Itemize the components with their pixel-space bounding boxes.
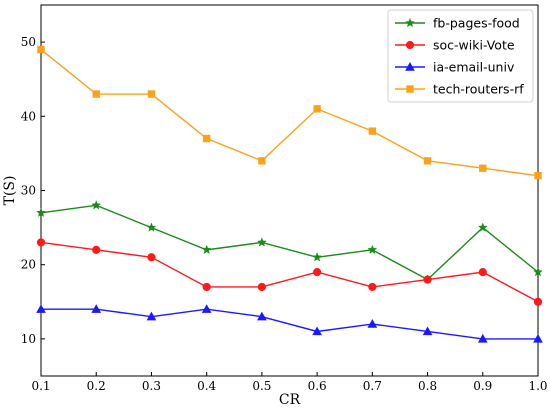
data-point bbox=[258, 157, 266, 165]
series-soc-wiki-Vote bbox=[36, 238, 543, 306]
x-tick-label: 0.6 bbox=[308, 379, 327, 393]
data-point bbox=[533, 266, 543, 277]
legend-marker bbox=[405, 40, 415, 50]
data-point bbox=[477, 333, 488, 343]
legend-item: ia-email-univ bbox=[395, 60, 515, 75]
x-tick-label: 0.8 bbox=[418, 379, 437, 393]
legend-item: tech-routers-rf bbox=[395, 82, 524, 97]
x-tick-label: 0.3 bbox=[142, 379, 161, 393]
data-point bbox=[147, 253, 156, 262]
axis-ticks: 0.1 0.2 0.3 0.4 0.5 0.6 0.7 0.8 0.9 1.0 10 20 30 40 50 bbox=[21, 35, 548, 393]
data-point bbox=[533, 297, 543, 306]
x-tick-label: 0.2 bbox=[87, 379, 106, 393]
data-point bbox=[146, 222, 157, 232]
series-line bbox=[40, 204, 539, 281]
data-point bbox=[91, 200, 102, 210]
data-point bbox=[312, 252, 323, 262]
data-point bbox=[478, 268, 487, 277]
legend-item: soc-wiki-Vote bbox=[395, 38, 515, 53]
data-point bbox=[367, 319, 378, 328]
legend-marker bbox=[405, 61, 415, 71]
data-point bbox=[313, 268, 322, 277]
data-point bbox=[257, 282, 266, 292]
x-tick-label: 0.1 bbox=[31, 379, 50, 393]
legend-item: fb-pages-food bbox=[395, 16, 520, 31]
series-tech-routers-rf bbox=[37, 45, 542, 180]
x-axis-title: CR bbox=[279, 392, 301, 408]
series-line bbox=[41, 308, 538, 340]
data-point bbox=[146, 311, 157, 321]
y-tick-label: 10 bbox=[21, 332, 36, 346]
data-point bbox=[257, 311, 267, 321]
data-point bbox=[368, 282, 377, 292]
series-layer bbox=[36, 45, 543, 343]
legend-box bbox=[387, 9, 534, 103]
data-point bbox=[479, 164, 487, 172]
y-tick-label: 40 bbox=[21, 109, 36, 123]
data-point bbox=[534, 171, 542, 180]
legend-label: ia-email-univ bbox=[433, 60, 515, 75]
legend-marker bbox=[405, 17, 415, 28]
data-point bbox=[37, 45, 45, 54]
series-ia-email-univ bbox=[36, 304, 543, 343]
data-point bbox=[202, 282, 211, 292]
data-point bbox=[477, 222, 488, 232]
data-point bbox=[202, 134, 211, 143]
data-point bbox=[368, 127, 377, 135]
data-point bbox=[92, 90, 100, 98]
data-point bbox=[423, 275, 432, 284]
series-line bbox=[40, 241, 539, 303]
legend-label: tech-routers-rf bbox=[433, 82, 524, 97]
data-point bbox=[423, 157, 432, 165]
data-point bbox=[36, 238, 46, 247]
series-line bbox=[40, 48, 539, 177]
y-tick-label: 20 bbox=[21, 258, 36, 272]
x-tick-label: 0.5 bbox=[252, 379, 271, 393]
data-point bbox=[422, 326, 433, 336]
y-axis-title: T(S) bbox=[2, 176, 18, 206]
x-tick-label: 0.4 bbox=[197, 379, 216, 393]
data-point bbox=[256, 237, 267, 247]
data-point bbox=[147, 90, 156, 98]
y-tick-label: 50 bbox=[21, 35, 36, 49]
data-point bbox=[201, 304, 212, 313]
data-point bbox=[91, 304, 102, 313]
data-point bbox=[367, 244, 378, 255]
y-tick-label: 30 bbox=[21, 184, 36, 198]
legend: fb-pages-food soc-wiki-Vote ia-email-univ t… bbox=[387, 9, 534, 103]
data-point bbox=[533, 333, 543, 343]
x-tick-label: 1.0 bbox=[528, 379, 547, 393]
data-point bbox=[201, 244, 212, 255]
data-point bbox=[36, 207, 46, 217]
legend-label: soc-wiki-Vote bbox=[433, 38, 515, 53]
legend-marker bbox=[406, 85, 414, 93]
legend-label: fb-pages-food bbox=[433, 16, 520, 31]
x-tick-label: 0.7 bbox=[363, 379, 382, 393]
series-fb-pages-food bbox=[36, 200, 543, 284]
data-point bbox=[313, 105, 321, 113]
data-point bbox=[36, 304, 46, 313]
x-tick-label: 0.9 bbox=[473, 379, 492, 393]
data-point bbox=[312, 326, 322, 336]
data-point bbox=[92, 245, 101, 254]
